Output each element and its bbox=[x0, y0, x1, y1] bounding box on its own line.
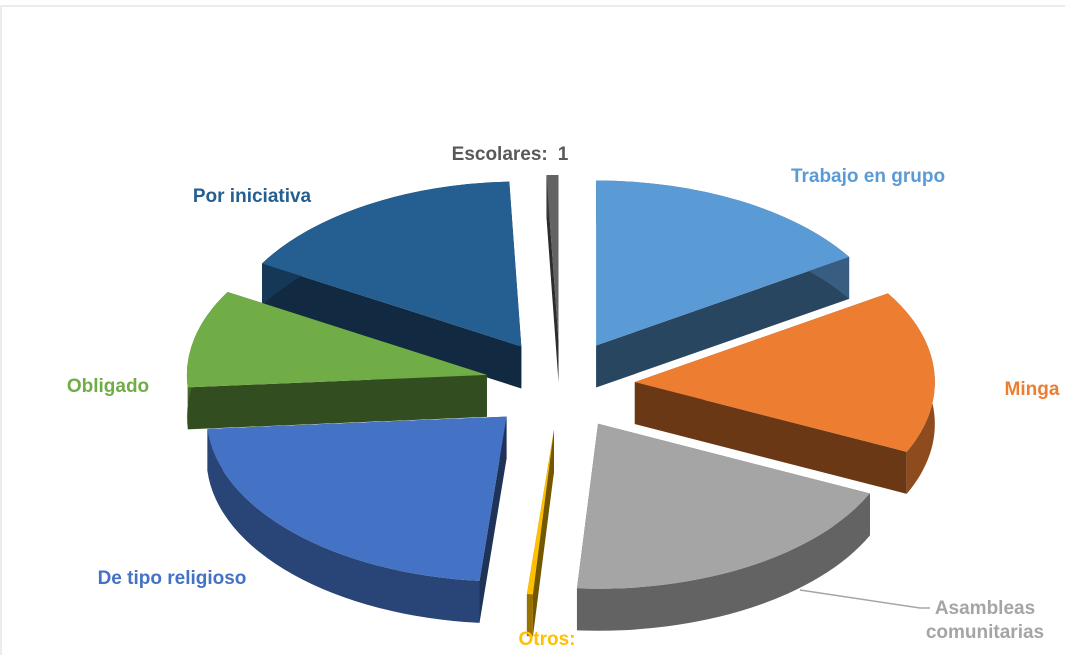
value-label: 1 bbox=[557, 144, 569, 165]
slice-wall bbox=[479, 416, 507, 623]
slice-side bbox=[576, 493, 870, 631]
data-label: Otros: bbox=[519, 628, 576, 652]
slice-side bbox=[526, 594, 533, 637]
category-label: Por iniciativa bbox=[192, 186, 312, 207]
data-label: Asambleas comunitarias bbox=[920, 597, 1050, 645]
category-label: Trabajo en grupo bbox=[790, 166, 946, 187]
data-label: Obligado bbox=[67, 375, 149, 399]
slice bbox=[526, 429, 554, 595]
category-label: De tipo religioso bbox=[97, 568, 247, 589]
slice-wall bbox=[546, 175, 559, 383]
slice bbox=[262, 181, 522, 347]
slice bbox=[576, 423, 870, 589]
category-label: Otros: bbox=[518, 629, 576, 650]
data-label: Trabajo en grupo bbox=[791, 165, 945, 189]
data-label: Minga bbox=[1005, 378, 1060, 402]
data-label: Por iniciativa bbox=[193, 185, 311, 209]
category-label: Asambleas comunitarias bbox=[925, 598, 1045, 643]
category-label: Minga bbox=[1004, 379, 1060, 400]
slice-wall bbox=[262, 263, 522, 389]
slice bbox=[546, 175, 559, 341]
data-label: De tipo religioso bbox=[98, 567, 247, 591]
chart-border bbox=[0, 5, 1065, 655]
slice-wall bbox=[634, 382, 907, 494]
slice-wall bbox=[596, 256, 850, 388]
slice-side bbox=[207, 428, 480, 623]
leader-line bbox=[799, 589, 930, 609]
slice bbox=[186, 291, 487, 388]
slice bbox=[207, 416, 507, 581]
data-label: Escolares: 1 bbox=[452, 143, 569, 167]
category-label: Obligado bbox=[66, 376, 150, 397]
slice bbox=[596, 180, 850, 346]
slice bbox=[634, 293, 935, 452]
category-label: Escolares: bbox=[451, 144, 548, 165]
